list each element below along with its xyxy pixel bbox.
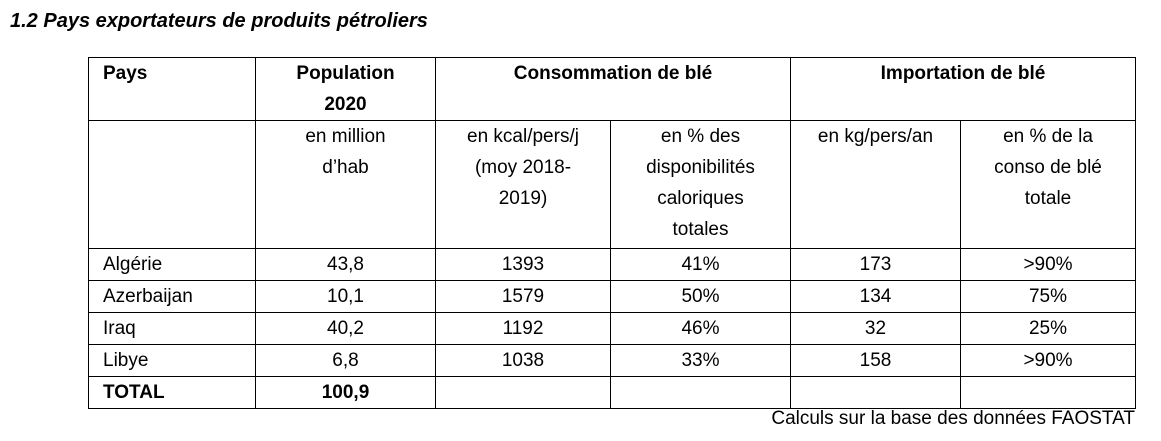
table-row-algerie: Algérie 43,8 1393 41% 173 >90% (88, 248, 1136, 281)
cell-population: 40,2 (255, 312, 436, 345)
cell-pct-conso: 75% (960, 280, 1136, 313)
cell-kcal: 1038 (435, 344, 611, 377)
cell-population: 43,8 (255, 248, 436, 281)
cell-country: Azerbaijan (88, 280, 256, 313)
header-row-units: en million d’hab en kcal/pers/j (moy 201… (88, 120, 1136, 249)
subheader-kcal-unit: en kcal/pers/j (moy 2018- 2019) (435, 120, 611, 249)
header-pays: Pays (88, 57, 256, 121)
cell-pct-dispo: 33% (610, 344, 791, 377)
cell-total-label: TOTAL (88, 376, 256, 409)
cell-total-kcal (435, 376, 611, 409)
cell-population: 6,8 (255, 344, 436, 377)
cell-kcal: 1393 (435, 248, 611, 281)
section-title: 1.2 Pays exportateurs de produits pétrol… (10, 10, 428, 32)
table-row-total: TOTAL 100,9 (88, 376, 1136, 409)
cell-kg: 134 (790, 280, 961, 313)
cell-country: Iraq (88, 312, 256, 345)
table-row-libye: Libye 6,8 1038 33% 158 >90% (88, 344, 1136, 377)
cell-kg: 32 (790, 312, 961, 345)
header-row-main: Pays Population 2020 Consommation de blé… (88, 57, 1136, 121)
subheader-pct-conso: en % de la conso de blé totale (960, 120, 1136, 249)
subheader-kg-unit: en kg/pers/an (790, 120, 961, 249)
header-importation-de-ble: Importation de blé (790, 57, 1136, 121)
wheat-data-table: Pays Population 2020 Consommation de blé… (88, 57, 1136, 409)
subheader-pays-empty (88, 120, 256, 249)
cell-pct-dispo: 46% (610, 312, 791, 345)
header-consommation-de-ble: Consommation de blé (435, 57, 791, 121)
cell-pct-conso: >90% (960, 344, 1136, 377)
cell-pct-dispo: 50% (610, 280, 791, 313)
cell-kcal: 1192 (435, 312, 611, 345)
header-population-2020: Population 2020 (255, 57, 436, 121)
cell-total-population: 100,9 (255, 376, 436, 409)
cell-kcal: 1579 (435, 280, 611, 313)
cell-kg: 158 (790, 344, 961, 377)
cell-total-kg (790, 376, 961, 409)
cell-total-pct-conso (960, 376, 1136, 409)
cell-population: 10,1 (255, 280, 436, 313)
subheader-population-unit: en million d’hab (255, 120, 436, 249)
cell-pct-conso: 25% (960, 312, 1136, 345)
cell-total-pct-dispo (610, 376, 791, 409)
cell-kg: 173 (790, 248, 961, 281)
subheader-pct-disponibilites: en % des disponibilités caloriques total… (610, 120, 791, 249)
table-row-iraq: Iraq 40,2 1192 46% 32 25% (88, 312, 1136, 345)
source-note: Calculs sur la base des données FAOSTAT (771, 408, 1135, 429)
cell-pct-dispo: 41% (610, 248, 791, 281)
table-row-azerbaijan: Azerbaijan 10,1 1579 50% 134 75% (88, 280, 1136, 313)
cell-country: Algérie (88, 248, 256, 281)
cell-pct-conso: >90% (960, 248, 1136, 281)
cell-country: Libye (88, 344, 256, 377)
